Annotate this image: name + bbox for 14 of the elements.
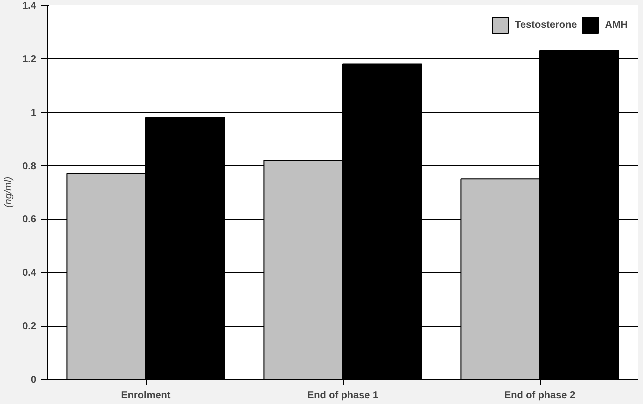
y-tick-label: 1.4 <box>22 1 37 12</box>
x-tick-label: Enrolment <box>121 390 172 402</box>
legend-label: Testosterone <box>515 20 578 30</box>
y-tick-label: 0 <box>30 375 37 386</box>
y-tick-label: 0.2 <box>22 322 37 333</box>
y-axis-title: (ng/ml) <box>4 176 15 208</box>
x-tick-label: End of phase 2 <box>504 390 576 402</box>
y-tick-label: 1.2 <box>22 54 37 66</box>
y-tick-label: 0.4 <box>22 268 37 280</box>
x-tick-label: End of phase 1 <box>307 390 379 402</box>
y-tick-label: 0.8 <box>22 161 37 172</box>
legend-label: AMH <box>605 20 628 30</box>
y-tick-label: 1 <box>30 108 37 119</box>
y-tick-label: 0.6 <box>22 214 37 226</box>
